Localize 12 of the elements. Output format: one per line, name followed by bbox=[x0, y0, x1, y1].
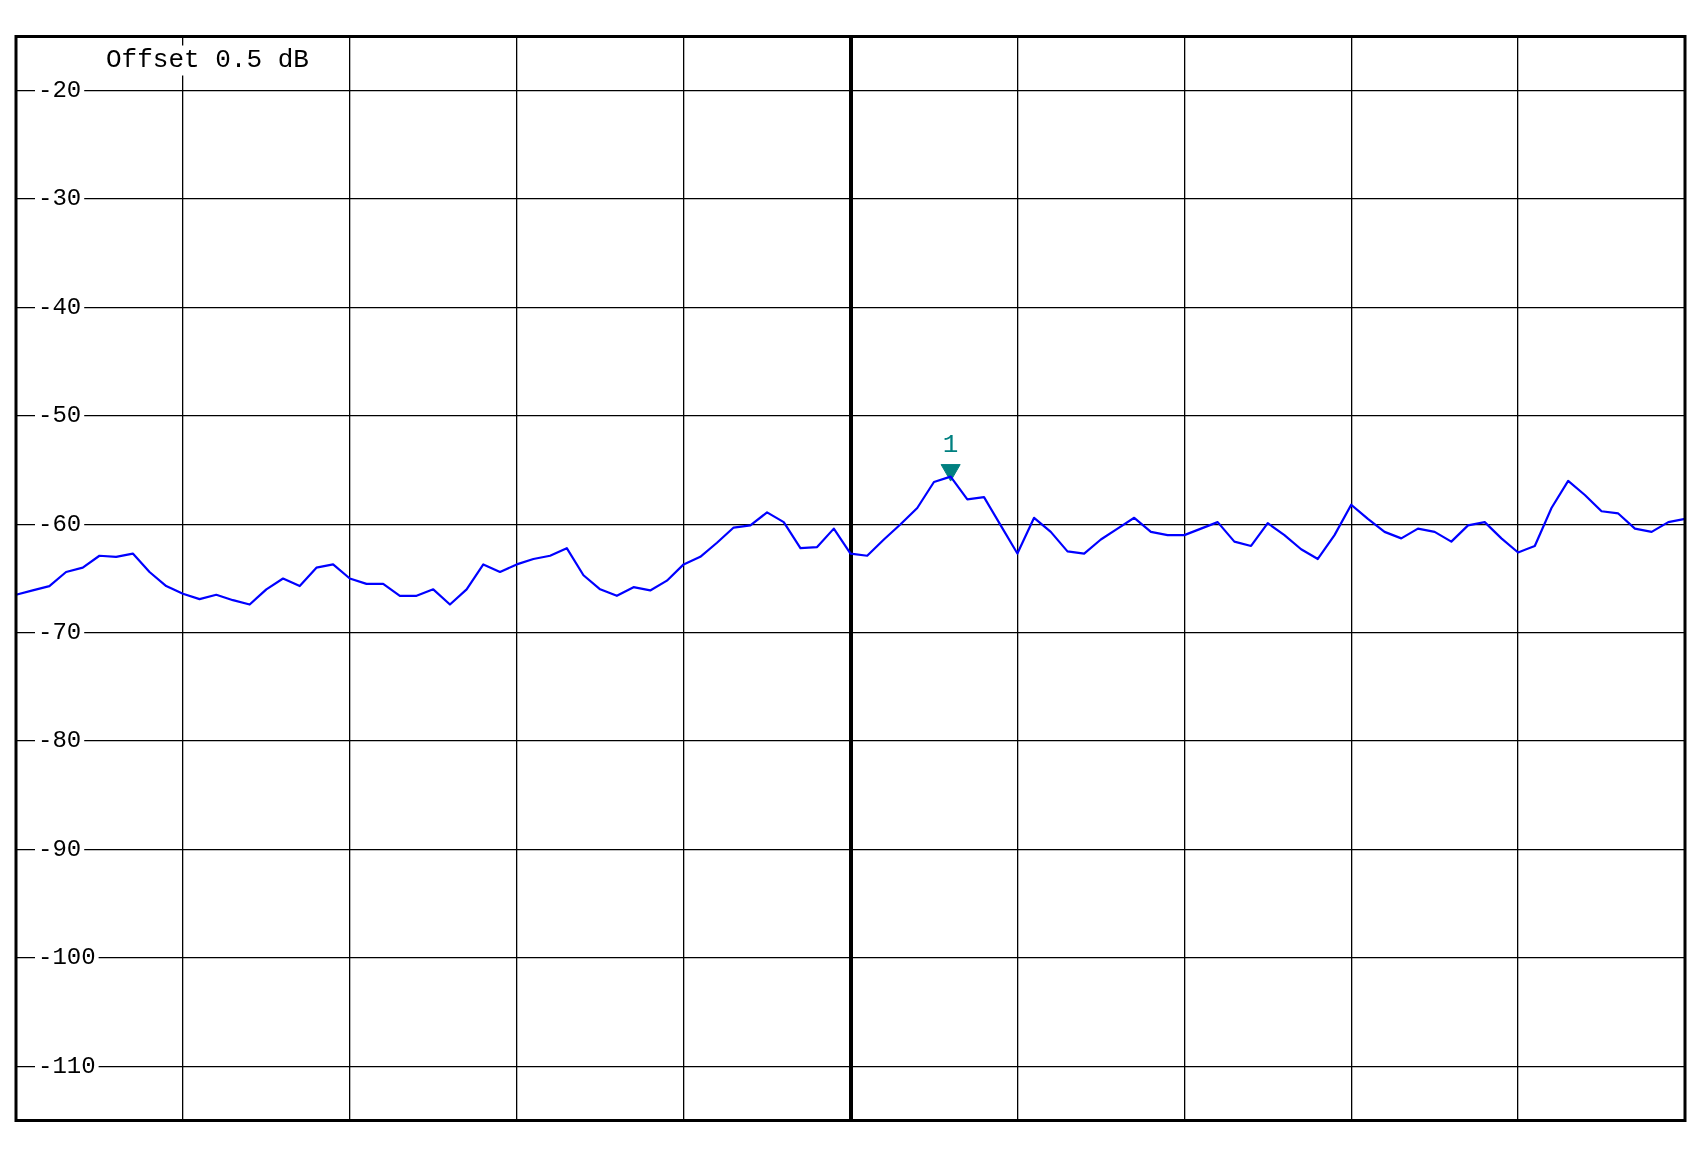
y-tick-label: -30 bbox=[38, 185, 82, 213]
y-tick-label: -110 bbox=[38, 1052, 96, 1080]
y-tick-label: -100 bbox=[38, 944, 96, 972]
annotation: Offset 0.5 dB bbox=[106, 45, 309, 76]
y-tick-label: -20 bbox=[38, 76, 82, 104]
y-tick-label: -50 bbox=[38, 402, 82, 430]
y-tick-label: -80 bbox=[38, 727, 82, 755]
y-tick-label: -90 bbox=[38, 835, 82, 863]
series-label: 1 bbox=[942, 429, 959, 460]
y-tick-label: -70 bbox=[38, 619, 82, 647]
y-tick-label: -40 bbox=[38, 293, 82, 321]
y-tick-label: -60 bbox=[38, 510, 82, 538]
